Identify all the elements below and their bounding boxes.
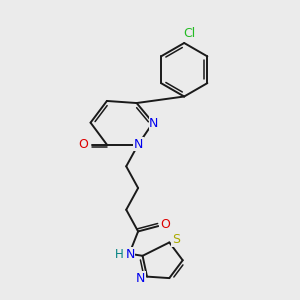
Text: O: O — [78, 138, 88, 151]
Text: N: N — [136, 272, 145, 285]
Text: S: S — [172, 233, 180, 246]
Text: Cl: Cl — [183, 27, 196, 40]
Text: N: N — [125, 248, 135, 261]
Text: N: N — [149, 117, 159, 130]
Text: O: O — [160, 218, 170, 231]
Text: H: H — [115, 248, 124, 261]
Text: N: N — [134, 138, 143, 151]
